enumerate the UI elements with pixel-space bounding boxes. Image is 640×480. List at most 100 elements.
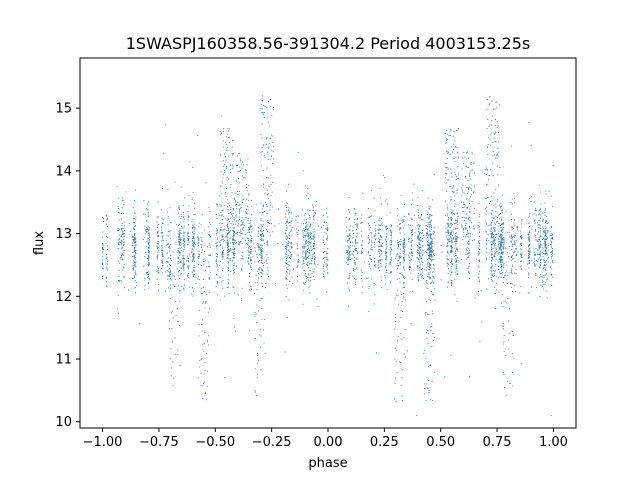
data-point [545, 227, 547, 229]
data-point [447, 219, 449, 221]
data-point [447, 250, 449, 252]
data-point [416, 414, 418, 417]
data-point [503, 243, 505, 245]
data-point [191, 198, 193, 201]
data-point [230, 208, 232, 211]
data-point [485, 213, 487, 215]
data-point [400, 338, 402, 340]
data-point [398, 256, 401, 258]
data-point [538, 238, 540, 240]
data-point [157, 216, 159, 218]
data-point [430, 244, 432, 246]
data-point [144, 284, 146, 286]
data-point [403, 240, 405, 242]
data-point [106, 215, 108, 217]
data-point [209, 237, 211, 239]
data-point [386, 269, 388, 271]
data-point [451, 151, 453, 153]
data-point [187, 237, 189, 239]
data-point [503, 334, 505, 336]
data-point [106, 217, 108, 219]
data-point [270, 223, 273, 225]
data-point [183, 268, 185, 270]
data-point [455, 258, 457, 260]
data-point [233, 197, 235, 199]
data-point [169, 358, 171, 360]
data-point [485, 210, 488, 212]
data-point [404, 256, 406, 258]
data-point [465, 222, 467, 224]
data-point [172, 377, 174, 379]
data-point [491, 209, 493, 211]
data-point [201, 213, 203, 215]
data-point [430, 229, 432, 231]
data-point [493, 204, 495, 206]
data-point [495, 215, 497, 217]
data-point [102, 216, 104, 219]
data-point [182, 250, 184, 252]
data-point [267, 192, 269, 195]
data-point [505, 279, 507, 281]
data-point [361, 277, 363, 279]
data-point [147, 277, 149, 279]
data-point [497, 235, 499, 237]
data-point [360, 252, 362, 254]
data-point [462, 157, 464, 159]
data-point [390, 247, 392, 249]
data-point [513, 357, 515, 359]
data-point [381, 224, 383, 226]
data-point [545, 222, 547, 224]
data-point [515, 268, 517, 271]
data-point [188, 268, 190, 270]
data-point [133, 218, 135, 220]
data-point [288, 234, 290, 236]
data-point [133, 255, 135, 257]
data-point [193, 266, 195, 268]
data-point [503, 263, 505, 265]
data-point [492, 233, 494, 236]
data-point [390, 258, 392, 260]
data-point [304, 259, 306, 261]
data-point [399, 272, 401, 274]
data-point [527, 260, 529, 262]
data-point [540, 275, 542, 277]
data-point [310, 263, 312, 265]
data-points [101, 95, 554, 417]
data-point [135, 241, 137, 243]
data-point [469, 171, 471, 173]
data-point [144, 233, 146, 235]
data-point [503, 239, 505, 241]
data-point [264, 201, 266, 203]
data-point [430, 271, 432, 273]
data-point [440, 244, 442, 247]
data-point [354, 238, 357, 240]
data-point [403, 353, 405, 355]
data-point [417, 235, 419, 237]
data-point [216, 229, 218, 231]
data-point [546, 222, 548, 225]
data-point [453, 158, 455, 160]
data-point [508, 339, 510, 341]
data-point [287, 209, 289, 211]
data-point [304, 212, 306, 214]
data-point [450, 259, 453, 262]
data-point [456, 213, 458, 215]
data-point [479, 270, 481, 272]
data-point [550, 258, 553, 260]
data-point [457, 177, 459, 179]
data-point [456, 218, 458, 220]
data-point [468, 200, 470, 202]
data-point [221, 115, 223, 117]
data-point [416, 249, 418, 251]
data-point [400, 240, 402, 243]
data-point [394, 347, 396, 349]
data-point [408, 240, 410, 242]
data-point [132, 268, 135, 270]
data-point [250, 285, 252, 287]
data-point [487, 108, 489, 110]
data-point [418, 254, 420, 256]
data-point [148, 259, 150, 261]
data-point [267, 267, 269, 269]
data-point [432, 233, 434, 235]
data-point [227, 244, 229, 246]
